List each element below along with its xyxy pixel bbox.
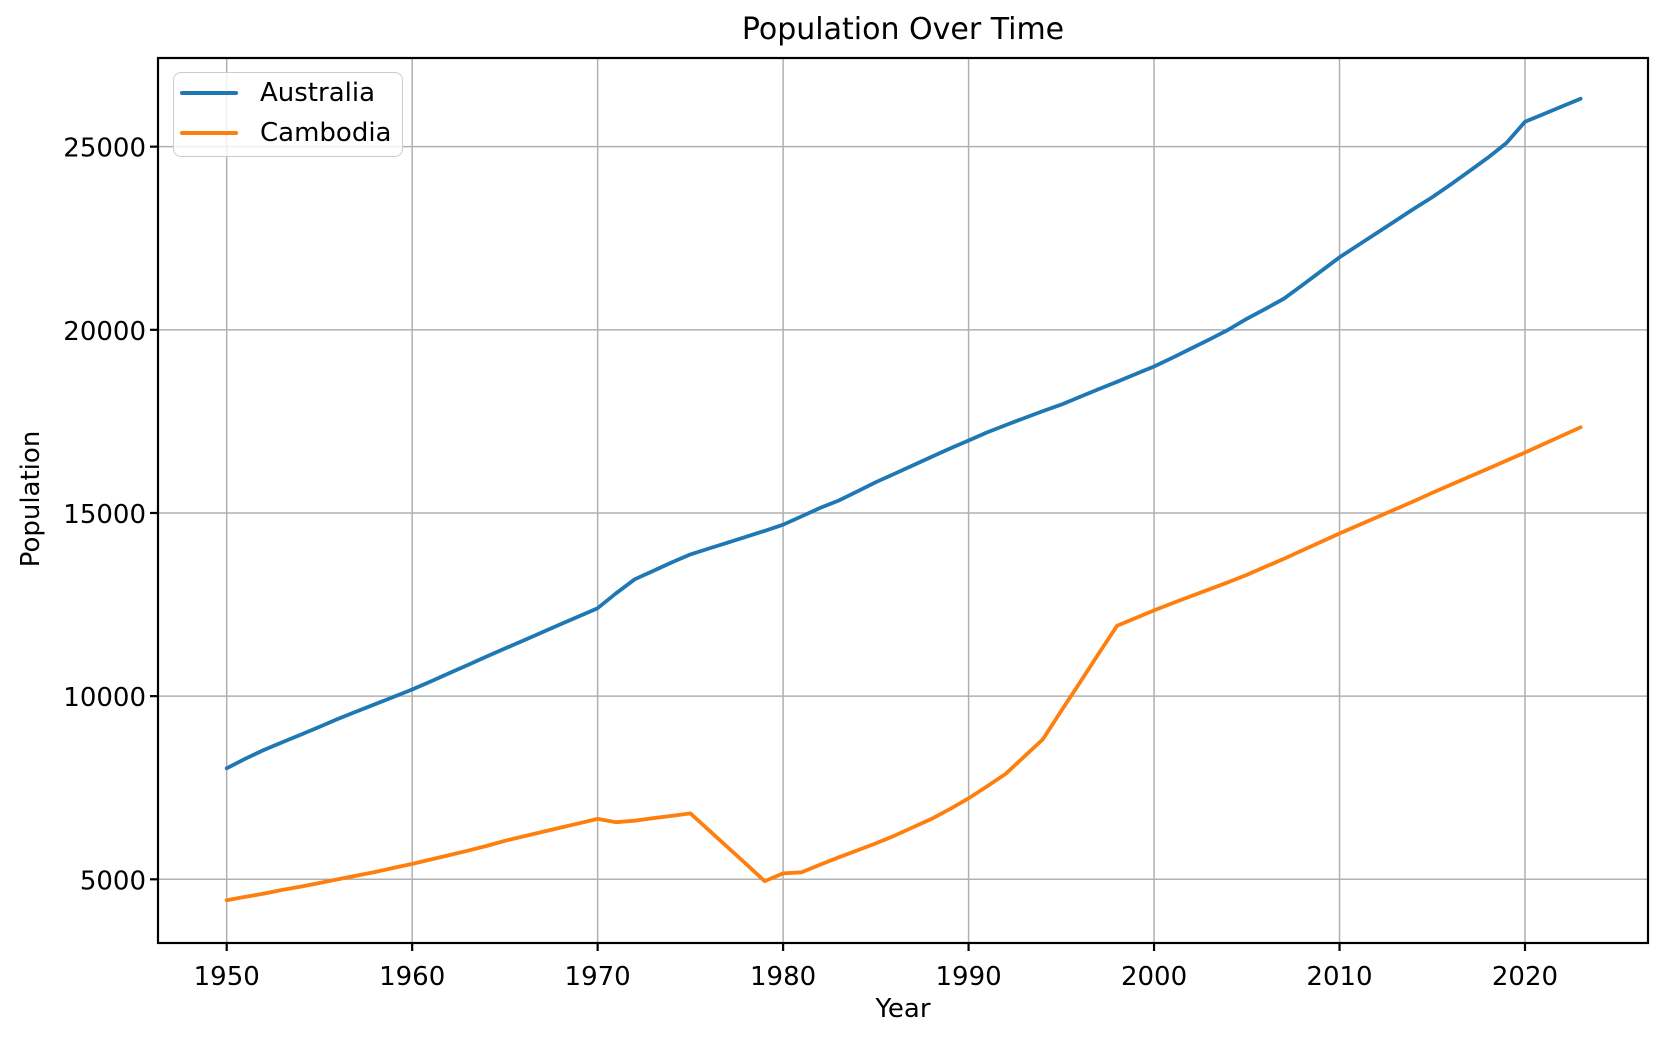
x-tick-label: 2000 [1121, 962, 1187, 992]
y-tick-label: 25000 [63, 134, 146, 164]
chart-title: Population Over Time [741, 12, 1065, 47]
x-tick-label: 1950 [194, 962, 260, 992]
y-axis-label: Population [16, 430, 46, 568]
legend-label-australia: Australia [260, 78, 376, 108]
x-tick-label: 1990 [935, 962, 1001, 992]
x-tick-label: 2010 [1306, 962, 1372, 992]
y-tick-label: 5000 [80, 866, 146, 896]
x-tick-label: 1960 [379, 962, 445, 992]
y-tick-label: 20000 [63, 317, 146, 347]
y-tick-label: 10000 [63, 683, 146, 713]
series-line-australia [224, 96, 1583, 771]
y-tick-label: 15000 [63, 500, 146, 530]
legend-item-australia: Australia [174, 73, 402, 113]
legend-line-swatch-cambodia [180, 130, 238, 136]
x-tick-label: 2020 [1492, 962, 1558, 992]
x-tick-label: 1970 [565, 962, 631, 992]
legend-item-cambodia: Cambodia [174, 113, 402, 153]
x-axis-label: Year [875, 994, 931, 1024]
axes-frame [156, 56, 1650, 945]
legend-line-swatch-australia [180, 90, 238, 96]
x-tick-label: 1980 [750, 962, 816, 992]
series-line-cambodia [224, 425, 1583, 903]
legend-label-cambodia: Cambodia [260, 118, 392, 148]
legend: Australia Cambodia [173, 72, 403, 157]
